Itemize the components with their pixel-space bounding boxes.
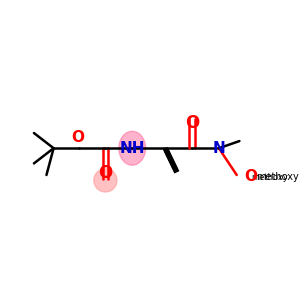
Text: methoxy: methoxy	[251, 173, 288, 182]
Ellipse shape	[119, 131, 146, 165]
Text: O: O	[244, 169, 257, 184]
Text: O: O	[185, 114, 199, 132]
Text: N: N	[212, 141, 225, 156]
Text: O: O	[98, 164, 112, 182]
Text: NH: NH	[119, 141, 145, 156]
Text: methoxy: methoxy	[256, 172, 299, 182]
Ellipse shape	[94, 169, 117, 192]
Text: O: O	[71, 130, 84, 145]
